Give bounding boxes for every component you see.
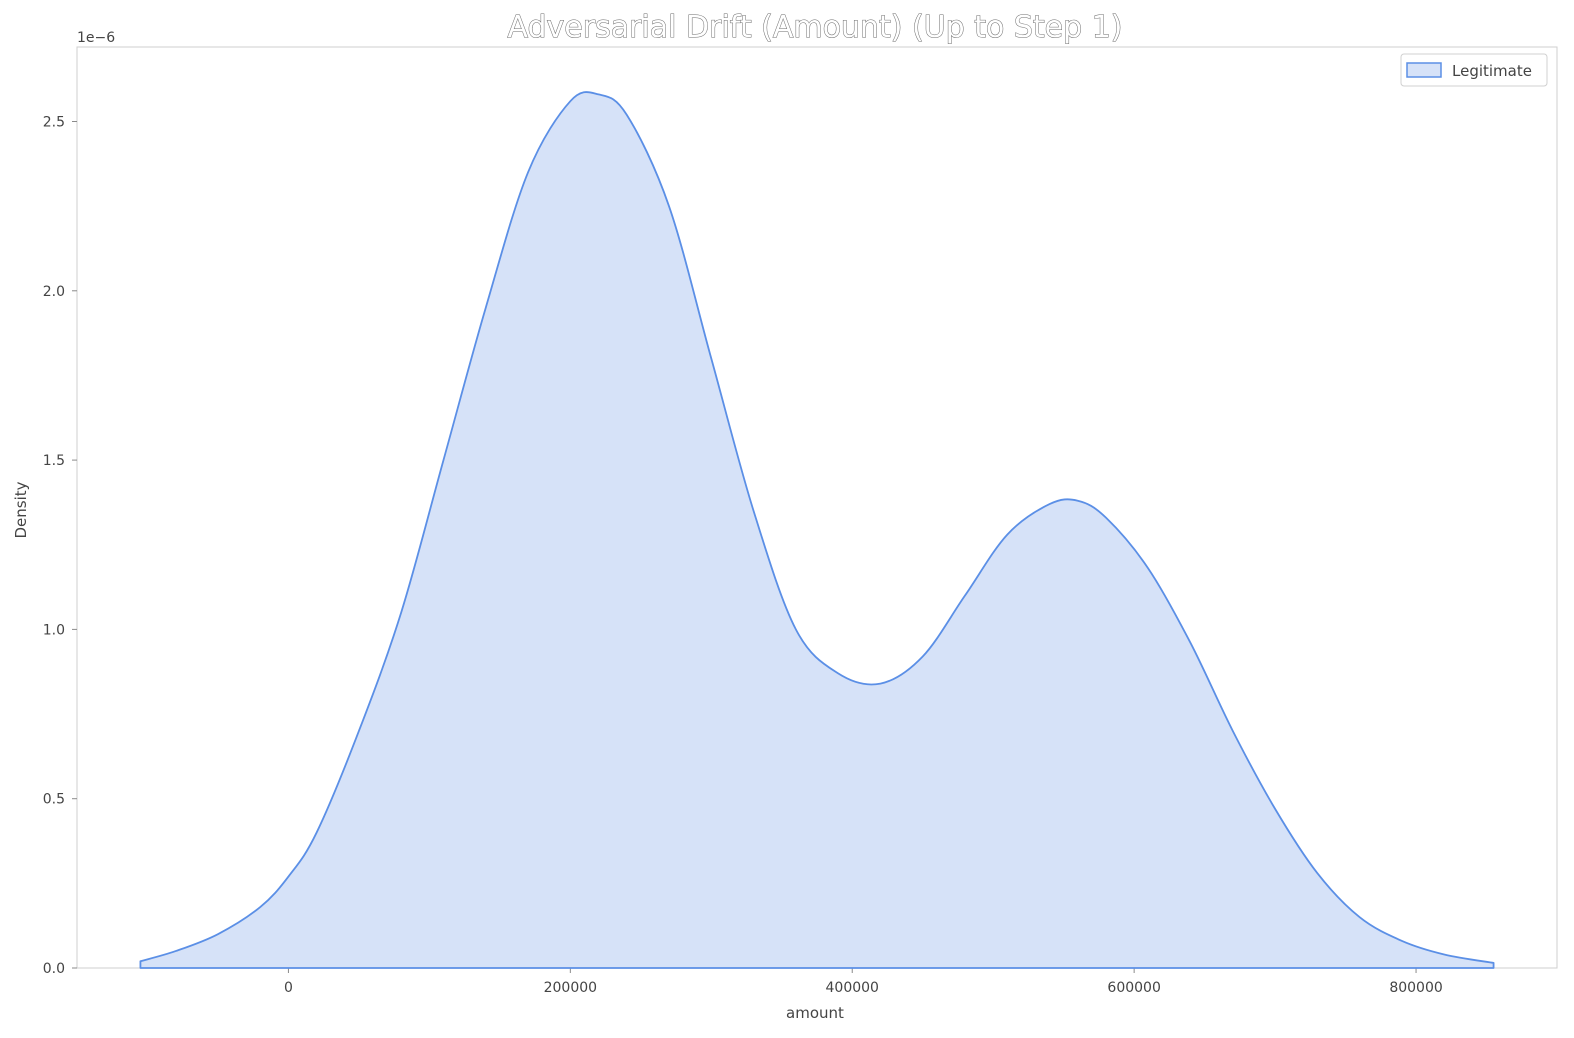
y-axis-ticks: 0.0 0.5 1.0 1.5 2.0 2.5 [43,114,77,977]
y-axis-offset-label: 1e−6 [77,30,115,46]
x-tick-label: 600000 [1107,980,1160,996]
y-tick-label: 0.0 [43,961,65,977]
y-tick-label: 1.5 [43,453,65,469]
x-tick-label: 400000 [826,980,879,996]
y-axis-label: Density [12,481,30,538]
series-layer [139,91,1495,969]
x-tick-label: 800000 [1389,980,1442,996]
legend-label-legitimate: Legitimate [1452,62,1532,80]
legend: Legitimate [1400,53,1548,87]
y-tick-label: 2.5 [43,114,65,130]
y-tick-label: 1.0 [43,622,65,638]
x-axis-label: amount [786,1004,844,1022]
chart-title: Adversarial Drift (Amount) (Up to Step 1… [508,10,1123,45]
legend-swatch-legitimate [1406,62,1442,78]
x-axis-ticks: 0 200000 400000 600000 800000 [284,968,1443,996]
legend-box [1400,53,1548,87]
x-tick-label: 0 [284,980,293,996]
density-area-legitimate [139,91,1495,969]
x-tick-label: 200000 [544,980,597,996]
y-tick-label: 0.5 [43,792,65,808]
y-tick-label: 2.0 [43,284,65,300]
